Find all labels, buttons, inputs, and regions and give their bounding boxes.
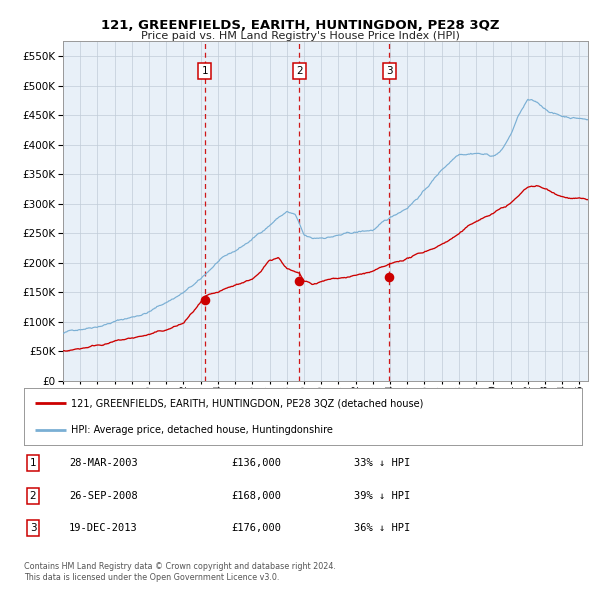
Text: 2: 2 bbox=[29, 491, 37, 500]
Text: 39% ↓ HPI: 39% ↓ HPI bbox=[354, 491, 410, 500]
Text: 33% ↓ HPI: 33% ↓ HPI bbox=[354, 458, 410, 468]
Text: £136,000: £136,000 bbox=[231, 458, 281, 468]
Text: 36% ↓ HPI: 36% ↓ HPI bbox=[354, 523, 410, 533]
Text: Contains HM Land Registry data © Crown copyright and database right 2024.: Contains HM Land Registry data © Crown c… bbox=[24, 562, 336, 571]
Text: 26-SEP-2008: 26-SEP-2008 bbox=[69, 491, 138, 500]
Text: 121, GREENFIELDS, EARITH, HUNTINGDON, PE28 3QZ (detached house): 121, GREENFIELDS, EARITH, HUNTINGDON, PE… bbox=[71, 398, 424, 408]
Text: 19-DEC-2013: 19-DEC-2013 bbox=[69, 523, 138, 533]
Text: 1: 1 bbox=[202, 66, 208, 76]
Text: £176,000: £176,000 bbox=[231, 523, 281, 533]
Text: 28-MAR-2003: 28-MAR-2003 bbox=[69, 458, 138, 468]
Text: HPI: Average price, detached house, Huntingdonshire: HPI: Average price, detached house, Hunt… bbox=[71, 425, 334, 435]
Point bbox=[200, 296, 209, 305]
Point bbox=[295, 277, 304, 286]
Text: 2: 2 bbox=[296, 66, 302, 76]
Text: 1: 1 bbox=[29, 458, 37, 468]
Text: 3: 3 bbox=[386, 66, 392, 76]
Point bbox=[385, 272, 394, 281]
Text: Price paid vs. HM Land Registry's House Price Index (HPI): Price paid vs. HM Land Registry's House … bbox=[140, 31, 460, 41]
Text: This data is licensed under the Open Government Licence v3.0.: This data is licensed under the Open Gov… bbox=[24, 572, 280, 582]
Text: 3: 3 bbox=[29, 523, 37, 533]
Text: 121, GREENFIELDS, EARITH, HUNTINGDON, PE28 3QZ: 121, GREENFIELDS, EARITH, HUNTINGDON, PE… bbox=[101, 19, 499, 32]
Text: £168,000: £168,000 bbox=[231, 491, 281, 500]
